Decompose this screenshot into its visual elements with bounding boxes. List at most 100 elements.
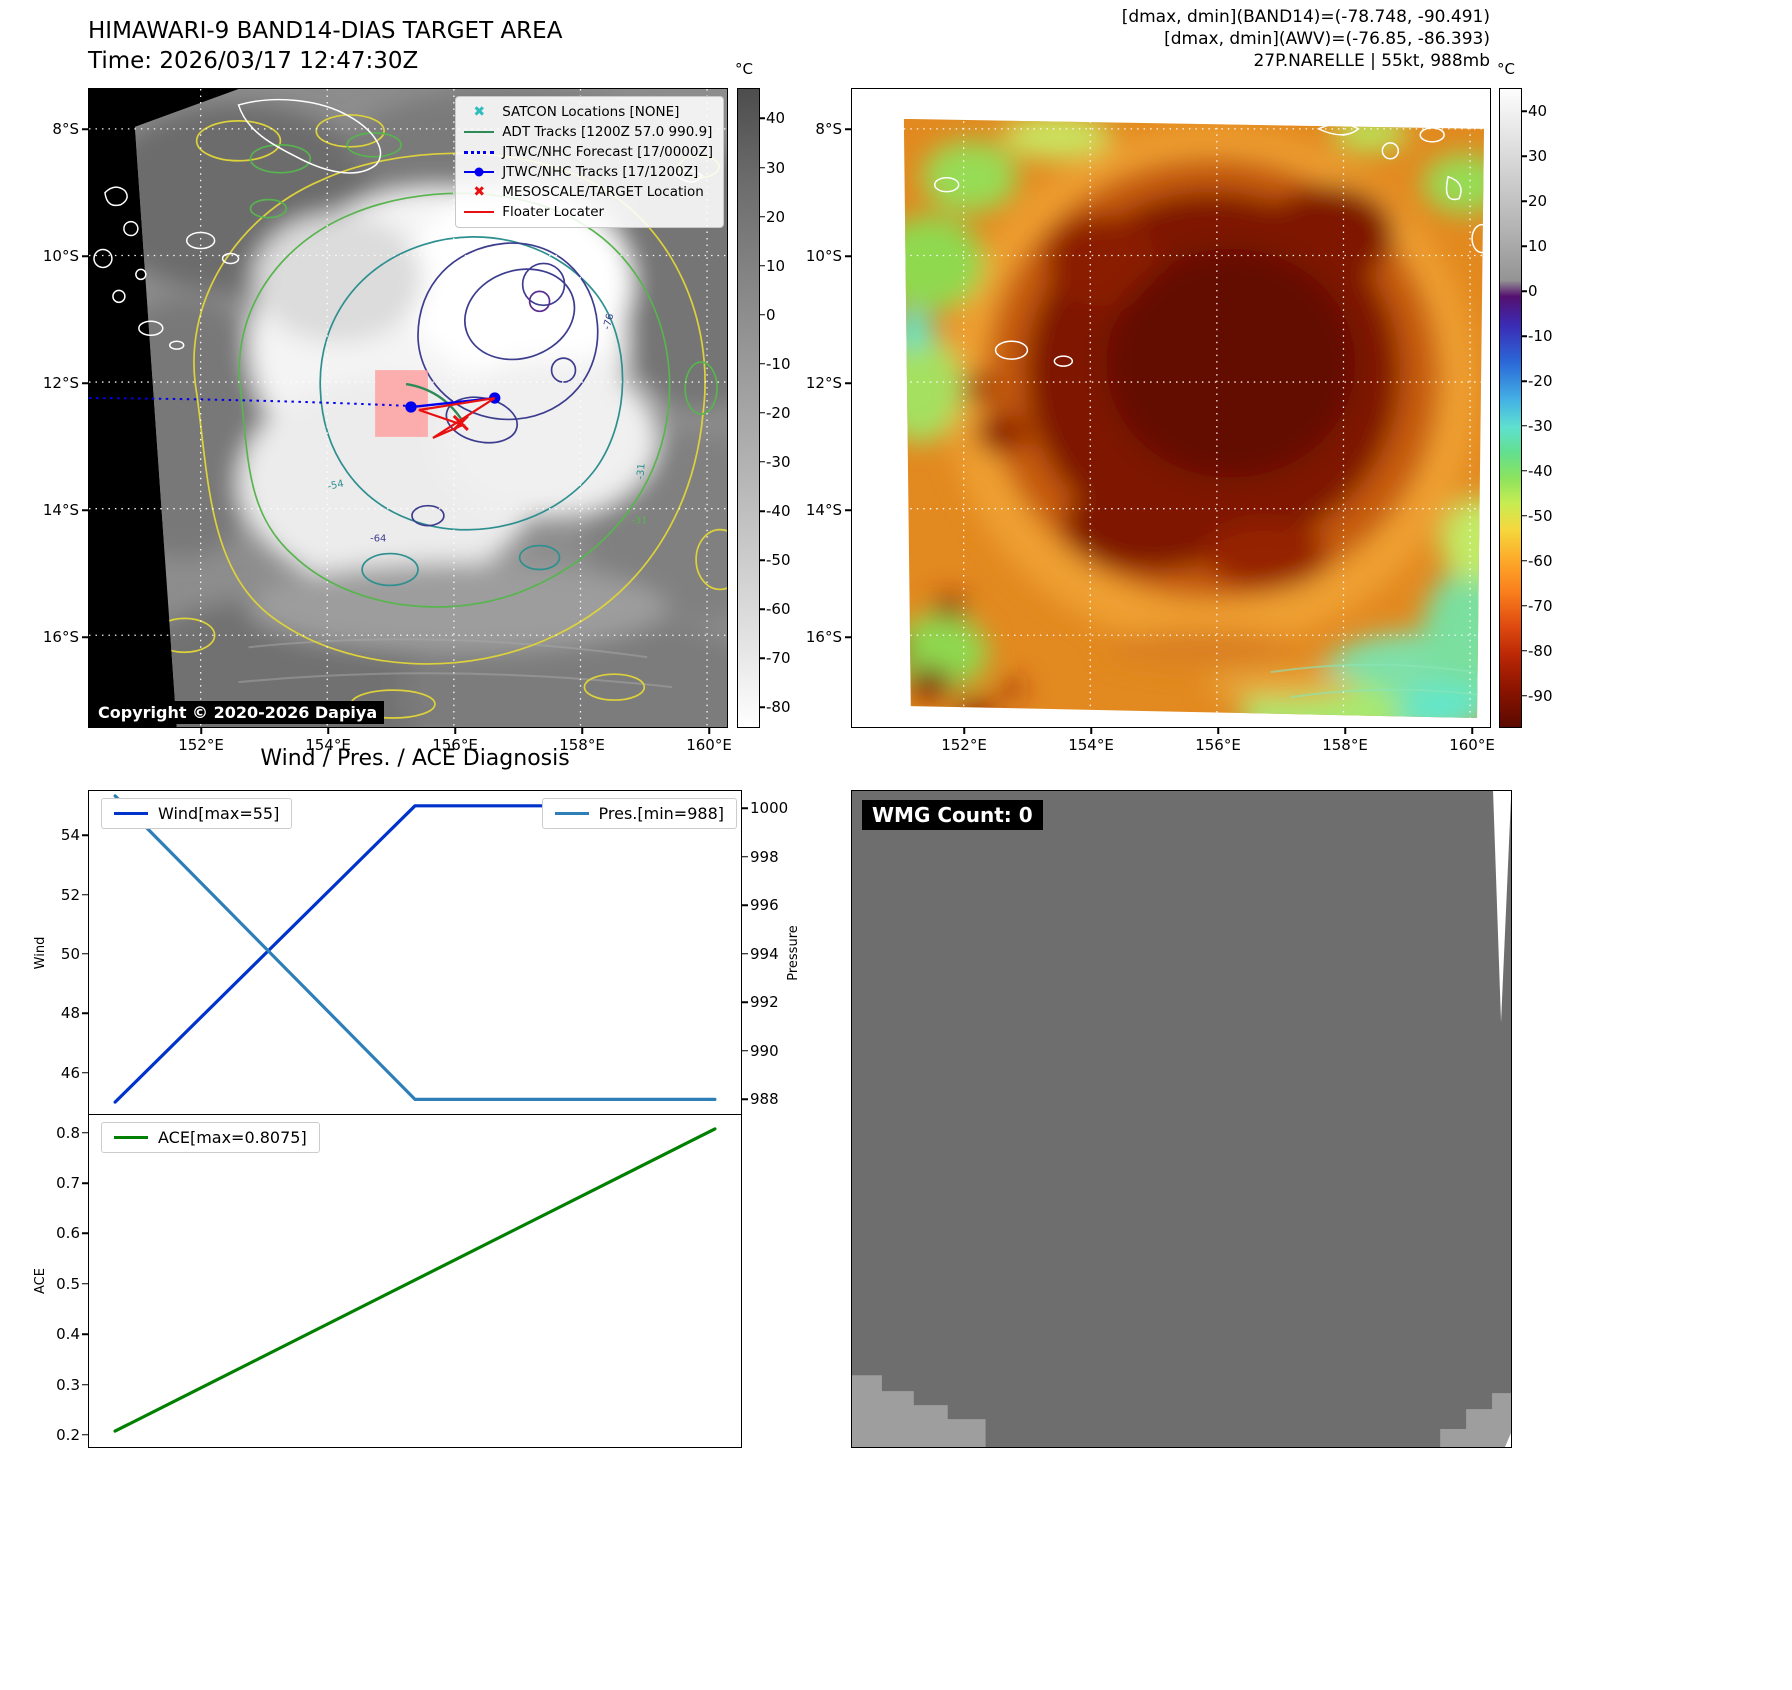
axis-tick-label: 50 xyxy=(60,944,80,963)
axis-tick-label: 1000 xyxy=(750,799,789,817)
ace-chart: ACE[max=0.8075] ACE 0.8 0.7 0.6 0.5 0.4 0.3 0.… xyxy=(33,1114,742,1448)
wmg-missing-data-wedge xyxy=(1493,791,1511,1023)
tick-mark xyxy=(82,128,89,130)
colorbar-tick-label: -60 xyxy=(1528,551,1553,570)
axis-tick-label: 0.7 xyxy=(56,1174,80,1192)
colorbar-tick-label: -30 xyxy=(1528,416,1553,435)
target-area-box xyxy=(375,370,428,437)
colorbar-tick-label: -20 xyxy=(766,403,791,422)
tick-mark xyxy=(200,727,202,734)
wind-line-sample-icon xyxy=(114,812,148,815)
tick-mark xyxy=(741,904,748,906)
contour-label: -31 xyxy=(635,463,647,480)
awv-satellite-image xyxy=(852,89,1490,727)
legend-label: JTWC/NHC Tracks [17/1200Z] xyxy=(502,164,699,180)
tick-mark xyxy=(963,727,965,734)
colorbar-tick-label: -80 xyxy=(1528,641,1553,660)
colorbar-tick-label: 30 xyxy=(1528,147,1548,166)
wv-color-field xyxy=(903,118,1485,719)
colorbar-tick-label: 10 xyxy=(1528,237,1548,256)
tick-mark xyxy=(82,1333,89,1335)
lon-tick-label: 158°E xyxy=(1322,736,1368,754)
lat-tick-label: 8°S xyxy=(52,120,79,138)
legend-item-forecast: JTWC/NHC Forecast [17/0000Z] xyxy=(464,143,713,161)
tick-mark xyxy=(708,727,710,734)
tick-mark xyxy=(759,461,765,463)
colorbar-tick-label: -70 xyxy=(766,649,791,668)
tick-mark xyxy=(845,636,852,638)
pressure-axis-label: Pressure xyxy=(786,924,801,981)
tick-mark xyxy=(759,657,765,660)
band14-subtitle: Time: 2026/03/17 12:47:30Z xyxy=(88,48,419,74)
copyright-label: Copyright © 2020-2026 Dapiya xyxy=(91,701,385,724)
colorbar-tick-label: 20 xyxy=(766,207,786,226)
wind-legend: Wind[max=55] xyxy=(101,798,293,829)
map-legend: ✖ SATCON Locations [NONE] ADT Tracks [12… xyxy=(455,96,724,228)
band14-colorbar: 40 30 20 10 0 -10 -20 -30 -40 -50 -60 -70 -80 xyxy=(737,88,791,728)
tick-mark xyxy=(741,1001,748,1004)
tick-mark xyxy=(741,1050,748,1052)
tick-mark xyxy=(1521,470,1527,472)
colorbar-tick-label: 40 xyxy=(1528,102,1548,121)
tick-mark xyxy=(759,215,765,218)
lon-tick-label: 152°E xyxy=(941,736,987,754)
colorbar-tick-label: -80 xyxy=(766,698,791,717)
axis-tick-label: 988 xyxy=(750,1090,779,1109)
tick-mark xyxy=(82,1434,89,1436)
tick-mark xyxy=(845,255,852,257)
tick-mark xyxy=(1521,335,1527,337)
tick-mark xyxy=(759,166,765,169)
lon-tick-label: 152°E xyxy=(178,736,224,754)
ace-line-sample-icon xyxy=(114,1136,148,1139)
wind-axis-label: Wind xyxy=(33,936,48,969)
awv-colorbar-unit: °C xyxy=(1497,60,1515,78)
axis-tick-label: 990 xyxy=(750,1041,779,1060)
ace-legend: ACE[max=0.8075] xyxy=(101,1122,320,1153)
tick-mark xyxy=(82,1182,89,1184)
adt-line-icon xyxy=(464,131,495,133)
lon-tick-label: 160°E xyxy=(1449,736,1495,754)
tick-mark xyxy=(1471,727,1473,734)
colorbar-tick-label: -50 xyxy=(1528,506,1553,525)
ace-axis-label: ACE xyxy=(33,1268,48,1294)
contour-label: -31 xyxy=(631,516,647,527)
tick-mark xyxy=(82,1012,89,1014)
tick-mark xyxy=(1344,727,1346,734)
tick-mark xyxy=(759,363,765,365)
contour-value-labels: -76 -54 -64 -31 -31 xyxy=(327,312,648,544)
contour-label: -54 xyxy=(327,479,345,493)
colorbar-tick-label: -90 xyxy=(1528,686,1553,705)
tick-mark xyxy=(82,893,89,896)
tick-mark xyxy=(82,509,89,511)
diagnosis-title: Wind / Pres. / ACE Diagnosis xyxy=(260,746,570,771)
tick-mark xyxy=(845,509,852,511)
tick-mark xyxy=(82,953,89,955)
tick-mark xyxy=(1521,110,1527,113)
wmg-corner-sliver xyxy=(1505,1433,1511,1447)
chart-canvas xyxy=(113,1127,717,1433)
mesoscale-target-marker xyxy=(452,414,469,431)
lon-tick-label: 160°E xyxy=(686,736,732,754)
tick-mark xyxy=(1521,155,1527,158)
colorbar-tick-label: -30 xyxy=(766,452,791,471)
tick-mark xyxy=(1521,515,1527,517)
legend-item-adt: ADT Tracks [1200Z 57.0 990.9] xyxy=(464,123,713,141)
legend-label: SATCON Locations [NONE] xyxy=(502,104,680,120)
colorbar-tick-label: 20 xyxy=(1528,192,1548,211)
latlon-grid xyxy=(852,89,1490,727)
tick-mark xyxy=(82,1131,89,1134)
mesoscale-x-icon: ✖ xyxy=(473,184,486,200)
tick-mark xyxy=(845,382,852,384)
dmax-dmin-awv-text: [dmax, dmin](AWV)=(-76.85, -86.393) xyxy=(1164,29,1490,49)
legend-item-satcon: ✖ SATCON Locations [NONE] xyxy=(464,103,713,121)
legend-label: Floater Locater xyxy=(502,204,605,220)
pressure-legend: Pres.[min=988] xyxy=(541,798,737,829)
lon-tick-label: 154°E xyxy=(1068,736,1114,754)
lat-tick-label: 14°S xyxy=(805,501,842,519)
lat-tick-label: 14°S xyxy=(42,501,79,519)
axis-tick-label: 998 xyxy=(750,847,779,866)
floater-line-icon xyxy=(464,211,495,213)
forecast-dotted-line-icon xyxy=(464,150,495,154)
wind-pressure-chart: Wind[max=55] Pres.[min=988] Wind Pressur… xyxy=(33,790,801,1115)
lon-tick-label: 156°E xyxy=(1195,736,1241,754)
